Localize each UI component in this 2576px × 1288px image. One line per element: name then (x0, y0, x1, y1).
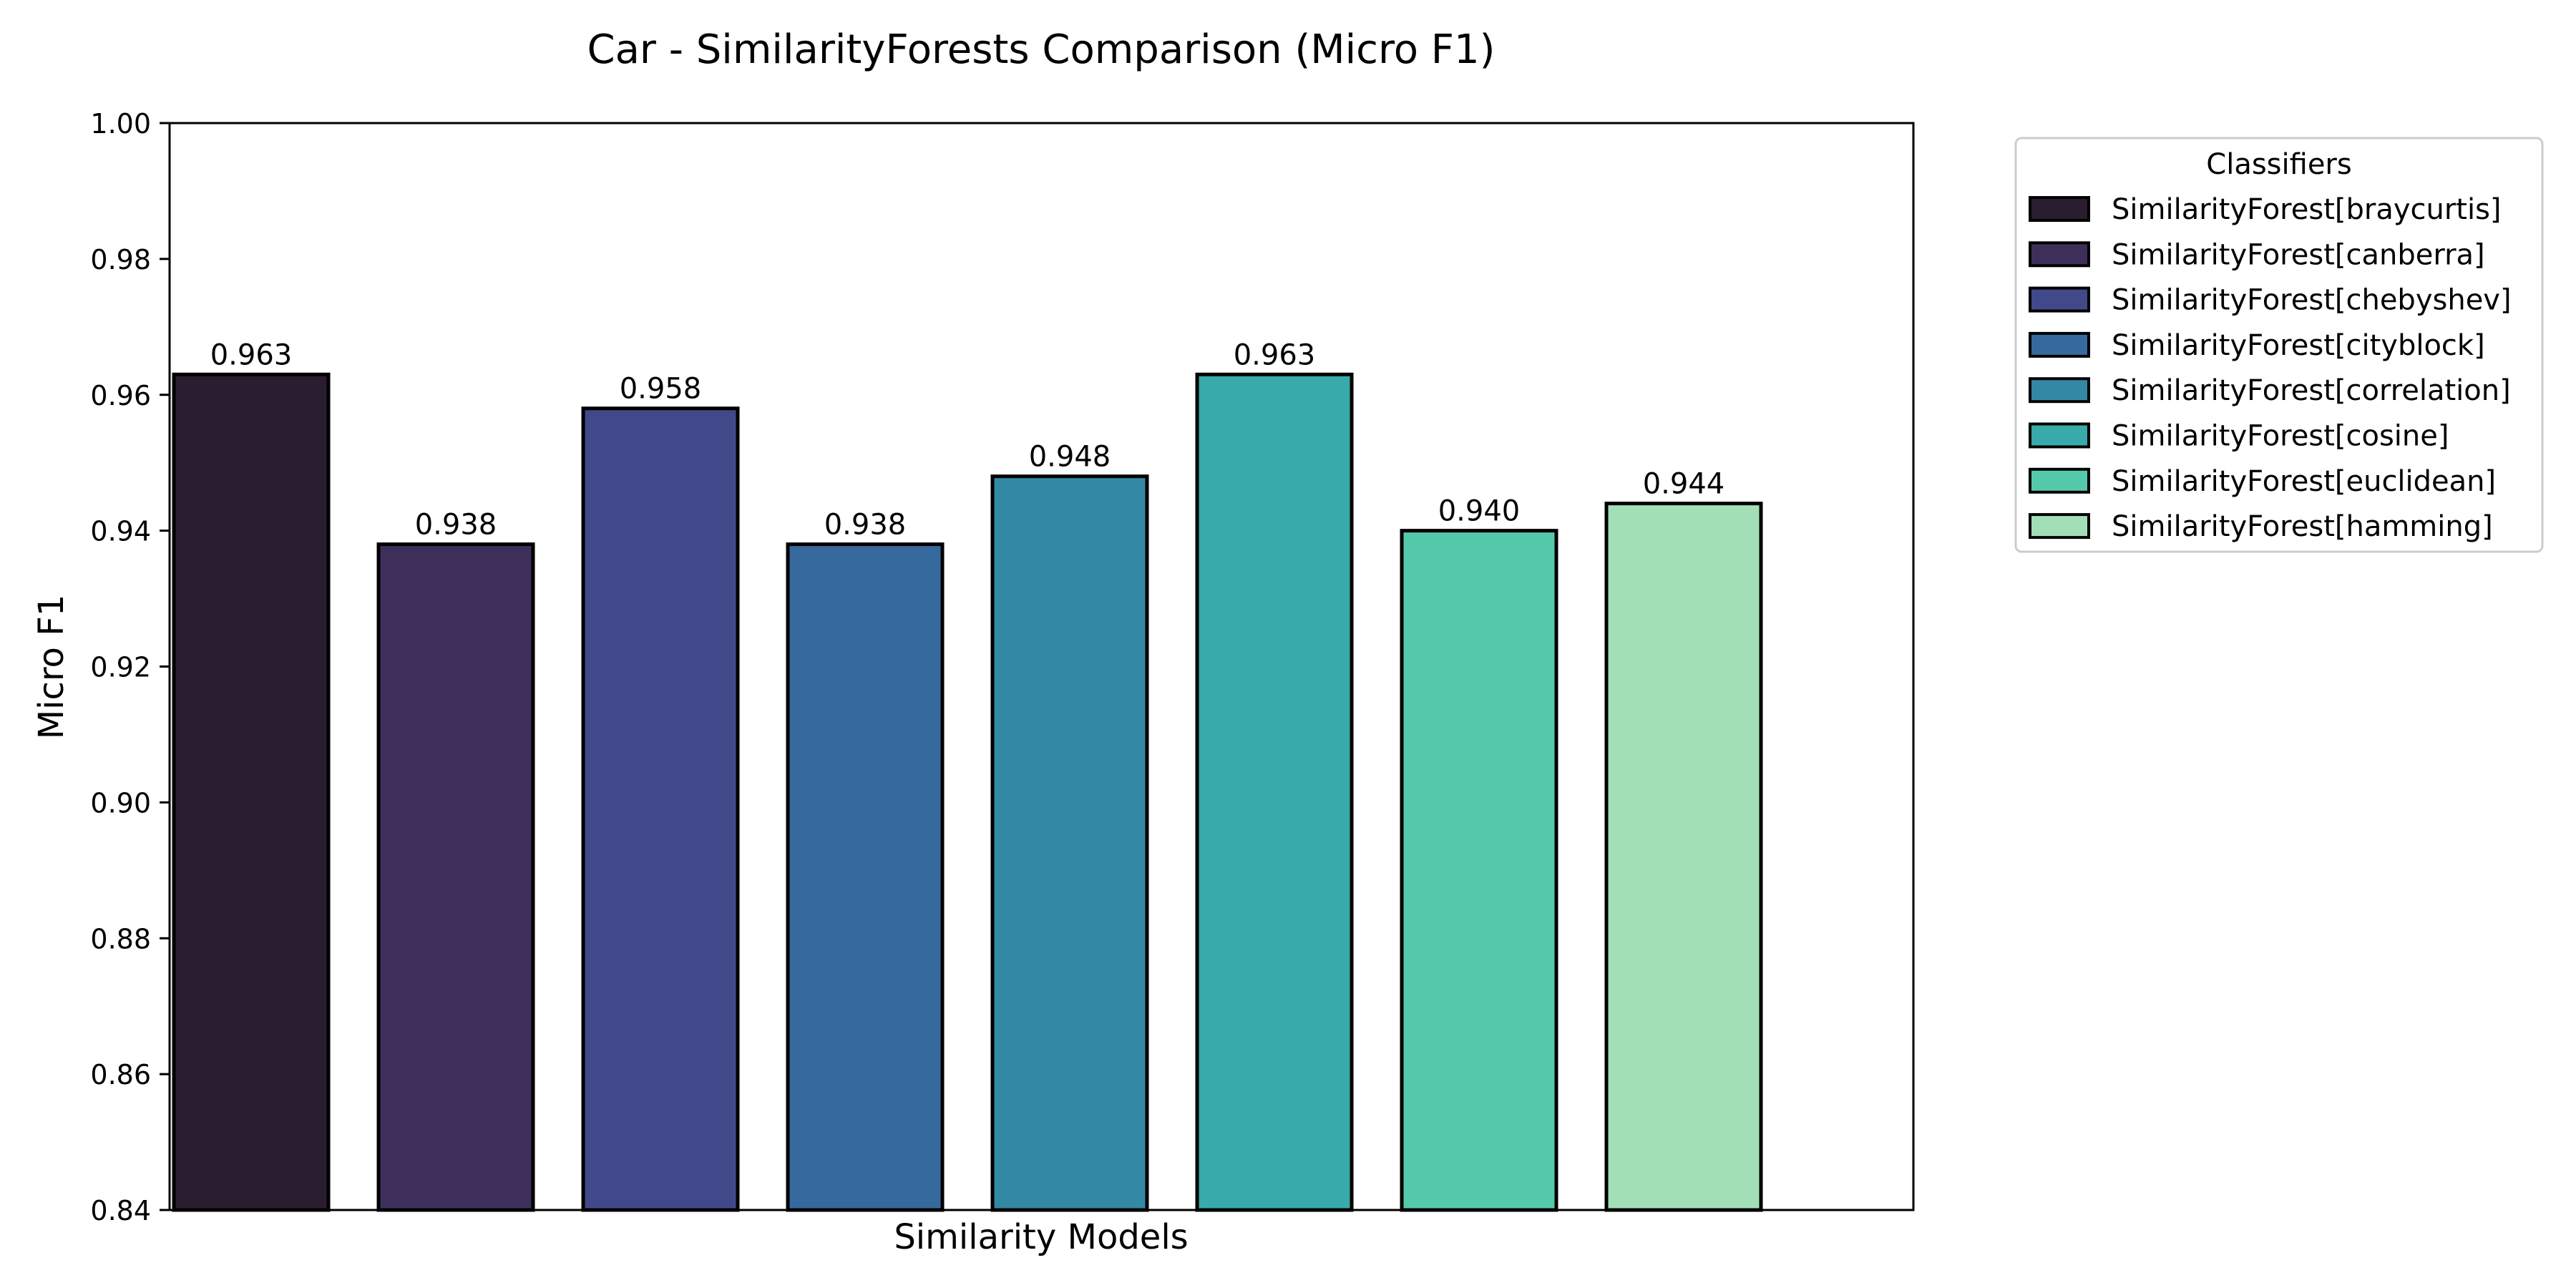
y-tick-label: 0.86 (90, 1059, 151, 1091)
legend-swatch (2029, 241, 2090, 268)
y-tick-label: 0.94 (90, 516, 151, 547)
bar (1400, 529, 1558, 1212)
bars (172, 372, 1763, 1212)
chart-title: Car - SimilarityForests Comparison (Micr… (587, 26, 1496, 73)
value-labels: 0.963 0.938 0.958 0.938 0.948 0.963 0.940 0.944 (210, 338, 1725, 541)
legend-entry-label: SimilarityForest[cityblock] (2112, 329, 2485, 362)
legend-entry-label: SimilarityForest[correlation] (2112, 374, 2511, 407)
bar (1604, 502, 1763, 1212)
legend-swatch (2029, 196, 2090, 222)
legend-title: Classifiers (2206, 148, 2351, 181)
legend-swatch (2029, 467, 2090, 494)
legend-entry-label: SimilarityForest[cosine] (2112, 420, 2449, 453)
y-tick-label: 0.96 (90, 380, 151, 411)
legend-items: SimilarityForest[braycurtis] SimilarityFo… (2029, 193, 2512, 543)
bar-value-label: 0.938 (824, 509, 907, 542)
bar (786, 542, 945, 1212)
legend-swatch (2029, 513, 2090, 540)
bar-value-label: 0.948 (1029, 441, 1111, 474)
bar (1195, 372, 1354, 1212)
legend-entry-label: SimilarityForest[braycurtis] (2112, 193, 2502, 226)
bar-value-label: 0.938 (415, 509, 497, 542)
legend-entry-label: SimilarityForest[canberra] (2112, 238, 2485, 271)
plot-frame (168, 122, 1915, 1211)
bar-value-label: 0.958 (620, 373, 702, 406)
legend-frame (2014, 137, 2544, 553)
bar (376, 542, 535, 1212)
legend-entry-label: SimilarityForest[euclidean] (2112, 465, 2496, 498)
bar (990, 474, 1149, 1212)
y-tick-label: 1.00 (90, 108, 151, 140)
bar (172, 372, 331, 1212)
y-axis-label: Micro F1 (31, 595, 72, 740)
bar-value-label: 0.963 (1234, 338, 1316, 371)
bar-value-label: 0.944 (1643, 468, 1725, 501)
legend-swatch (2029, 422, 2090, 449)
legend-swatch (2029, 286, 2090, 313)
legend-swatch (2029, 377, 2090, 404)
y-tick-label: 0.98 (90, 244, 151, 275)
bar-value-label: 0.940 (1438, 495, 1521, 528)
bar (581, 406, 740, 1212)
y-tick-label: 0.92 (90, 652, 151, 683)
x-axis-label: Similarity Models (894, 1217, 1188, 1257)
y-axis: 0.84 0.86 0.88 0.90 0.92 0.94 0.96 0.98 1.00 (90, 108, 170, 1226)
y-tick-label: 0.90 (90, 787, 151, 819)
legend: Classifiers SimilarityForest[braycurtis]… (2014, 137, 2544, 553)
legend-swatch (2029, 331, 2090, 358)
y-tick-label: 0.84 (90, 1195, 151, 1226)
legend-entry-label: SimilarityForest[hamming] (2112, 510, 2493, 543)
y-tick-label: 0.88 (90, 923, 151, 955)
legend-entry-label: SimilarityForest[chebyshev] (2112, 284, 2512, 317)
bar-value-label: 0.963 (210, 338, 293, 371)
